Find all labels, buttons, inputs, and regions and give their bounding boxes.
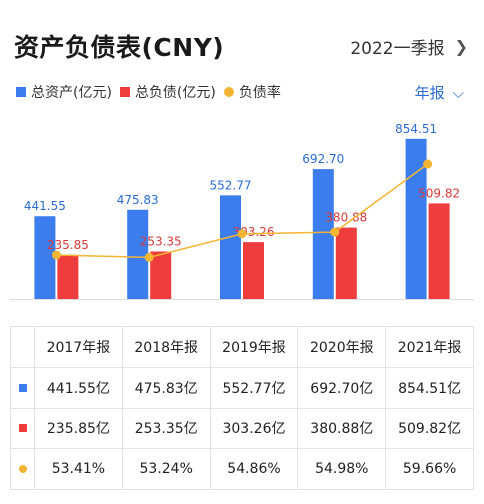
table-cell: 54.86%: [209, 448, 299, 490]
table-cell: 235.85亿: [34, 407, 123, 450]
table-cell: 441.55亿: [34, 366, 123, 409]
header: 资产负债表(CNY) 2022一季报 ❯: [0, 0, 484, 70]
balance-chart: 441.55235.85475.83253.35552.77303.26692.…: [10, 122, 474, 300]
table-cell: 692.70亿: [297, 366, 387, 409]
period-label: 2022一季报: [350, 39, 445, 59]
data-label-assets: 441.55: [24, 199, 66, 213]
legend-item-assets[interactable]: 总资产(亿元): [16, 82, 112, 102]
data-label-assets: 552.77: [210, 178, 252, 192]
ratio-point: [330, 227, 340, 237]
frequency-selector[interactable]: 年报 ⌵: [415, 82, 464, 103]
table-cell: 854.51亿: [385, 366, 474, 409]
chart-legend: 总资产(亿元) 总负债(亿元) 负债率: [16, 82, 289, 102]
row-marker-ratio: [10, 448, 35, 490]
table-header-cell: 2017年报: [34, 326, 123, 368]
bar-liabilities: [57, 254, 79, 299]
liabilities-square-icon: [18, 424, 27, 433]
page-title: 资产负债表(CNY): [14, 33, 225, 62]
legend-swatch-liabilities: [119, 87, 130, 97]
table-row-liabilities: 235.85亿 253.35亿 303.26亿 380.88亿 509.82亿: [10, 407, 474, 450]
legend-swatch-assets: [16, 87, 26, 97]
table-cell: 303.26亿: [209, 407, 299, 450]
chevron-right-icon: ❯: [454, 37, 468, 56]
legend-label-liabilities: 总负债(亿元): [134, 85, 216, 101]
table-cell: 53.41%: [34, 448, 123, 490]
table-cell: 59.66%: [385, 448, 474, 490]
bar-assets: [220, 195, 241, 299]
table-cell: 475.83亿: [121, 366, 211, 409]
legend-item-liabilities[interactable]: 总负债(亿元): [119, 82, 216, 102]
bar-liabilities: [335, 227, 357, 299]
bar-assets: [312, 169, 334, 299]
bar-liabilities: [150, 251, 172, 299]
bar-assets: [34, 216, 56, 299]
table-row-ratio: 53.41% 53.24% 54.86% 54.98% 59.66%: [10, 448, 474, 490]
ratio-point: [237, 229, 247, 239]
data-label-liabilities: 380.88: [325, 211, 367, 225]
frequency-label: 年报: [414, 84, 445, 102]
row-marker-assets: [10, 366, 35, 409]
ratio-point: [144, 252, 154, 262]
data-label-liabilities: 509.82: [418, 186, 460, 200]
bar-liabilities: [243, 242, 264, 299]
legend-label-assets: 总资产(亿元): [31, 85, 112, 101]
table-cell: 552.77亿: [209, 366, 299, 409]
table-cell: 53.24%: [121, 448, 211, 490]
bar-assets: [127, 209, 149, 299]
table-corner-cell: [10, 326, 35, 368]
bar-assets: [405, 138, 427, 299]
table-cell: 509.82亿: [385, 407, 474, 450]
assets-square-icon: [18, 383, 27, 392]
data-label-assets: 854.51: [395, 122, 437, 136]
table-row-assets: 441.55亿 475.83亿 552.77亿 692.70亿 854.51亿: [10, 366, 474, 409]
table-header-cell: 2020年报: [297, 326, 387, 368]
table-header-cell: 2018年报: [121, 326, 211, 368]
row-marker-liabilities: [10, 407, 35, 450]
period-selector[interactable]: 2022一季报 ❯: [350, 34, 468, 59]
legend-swatch-ratio: [223, 87, 234, 97]
table-header-row: 2017年报 2018年报 2019年报 2020年报 2021年报: [10, 326, 474, 368]
table-cell: 380.88亿: [297, 407, 387, 450]
ratio-point: [51, 250, 61, 260]
table-header-cell: 2019年报: [209, 326, 299, 368]
table-cell: 253.35亿: [121, 407, 211, 450]
ratio-dot-icon: [18, 465, 27, 474]
data-label-assets: 475.83: [117, 193, 159, 207]
table-cell: 54.98%: [297, 448, 387, 490]
data-label-liabilities: 253.35: [140, 234, 182, 248]
ratio-point: [423, 159, 433, 169]
table-header-cell: 2021年报: [385, 326, 474, 368]
bar-liabilities: [428, 203, 450, 299]
data-label-assets: 692.70: [302, 152, 344, 166]
legend-label-ratio: 负债率: [238, 85, 281, 101]
data-table: 2017年报 2018年报 2019年报 2020年报 2021年报 441.5…: [10, 326, 474, 490]
legend-item-ratio[interactable]: 负债率: [223, 82, 281, 102]
data-label-liabilities: 235.85: [47, 238, 89, 252]
chevron-down-icon: ⌵: [452, 83, 464, 102]
